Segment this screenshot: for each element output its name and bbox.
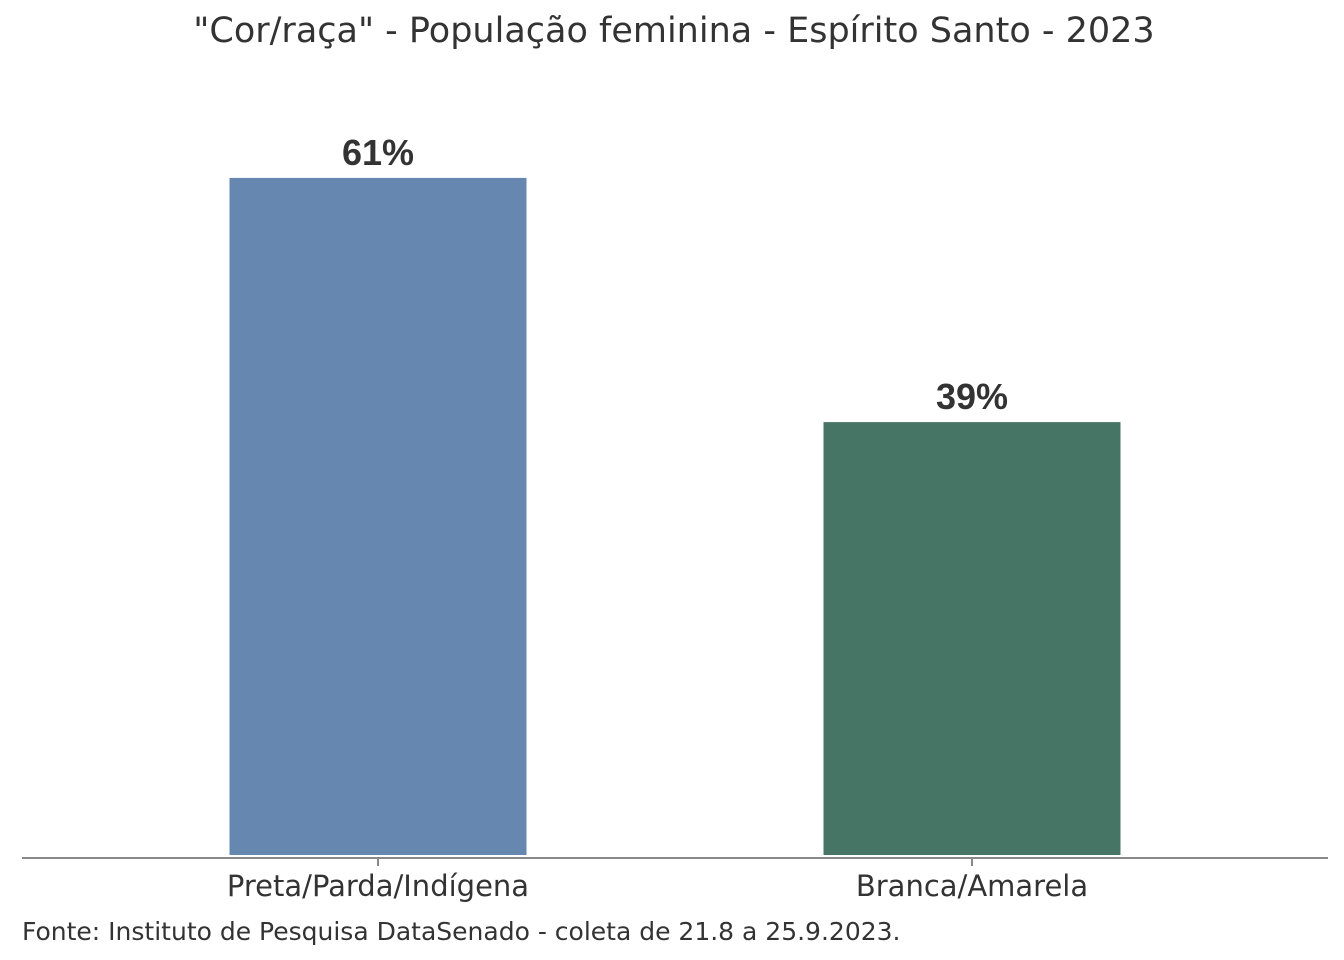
bar	[823, 422, 1121, 855]
bars-group: 61% 39%	[229, 132, 1121, 855]
source-note: Fonte: Instituto de Pesquisa DataSenado …	[22, 917, 900, 946]
chart-title: "Cor/raça" - População feminina - Espíri…	[193, 11, 1154, 51]
bar-value-label: 61%	[342, 132, 414, 173]
bar	[229, 177, 527, 855]
bar-value-label: 39%	[936, 376, 1008, 417]
x-tick-label: Preta/Parda/Indígena	[227, 869, 529, 903]
x-axis-ticks: Preta/Parda/Indígena Branca/Amarela	[227, 858, 1088, 903]
x-tick-label: Branca/Amarela	[856, 869, 1088, 903]
